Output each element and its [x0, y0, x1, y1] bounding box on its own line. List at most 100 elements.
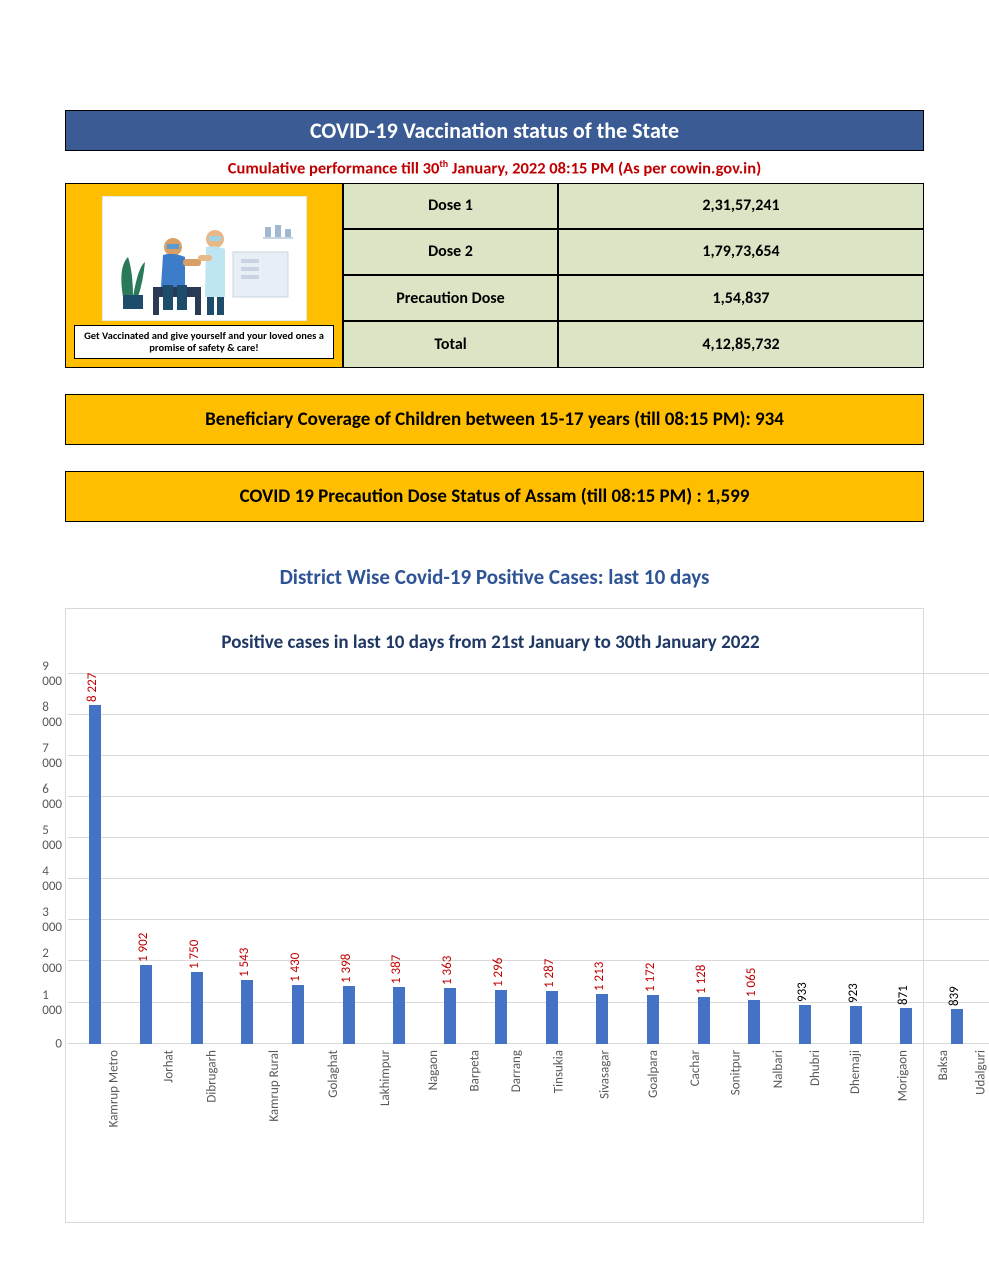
bar-value-label: 1 387: [389, 954, 404, 983]
y-tick-label: 0: [55, 1036, 62, 1051]
bar-column: 923: [830, 674, 881, 1044]
precaution-dose-banner: COVID 19 Precaution Dose Status of Assam…: [65, 471, 924, 522]
chart-bar: 1 387: [393, 987, 405, 1044]
x-tick-label: Golaghat: [304, 1050, 352, 1065]
dose-value: 1,79,73,654: [558, 229, 924, 275]
x-tick-label: Kamrup Metro: [70, 1050, 147, 1065]
bar-column: 933: [780, 674, 831, 1044]
district-chart-card: Positive cases in last 10 days from 21st…: [65, 608, 924, 1223]
bar-value-label: 933: [795, 983, 810, 1003]
table-row: Precaution Dose1,54,837: [343, 275, 924, 321]
vaccination-illustration: [102, 196, 307, 321]
x-tick-label: Sivasagar: [575, 1050, 624, 1065]
chart-bar: 1 065: [748, 1000, 760, 1044]
bar-column: 1 387: [374, 674, 425, 1044]
dose-value: 2,31,57,241: [558, 183, 924, 229]
bar-value-label: 1 172: [643, 963, 658, 992]
x-tick-label: Jorhat: [147, 1050, 180, 1065]
chart-area: 01 0002 0003 0004 0005 0006 0007 0008 00…: [68, 674, 913, 1204]
bar-column: 800: [982, 674, 989, 1044]
chart-bar: 1 172: [647, 995, 659, 1043]
dose-value: 4,12,85,732: [558, 321, 924, 367]
y-tick-label: 7 000: [42, 741, 62, 771]
bar-value-label: 1 430: [288, 953, 303, 982]
vaccination-rows: Dose 12,31,57,241Dose 21,79,73,654Precau…: [343, 183, 924, 368]
chart-bar: 839: [951, 1009, 963, 1043]
chart-bar: 1 902: [140, 965, 152, 1043]
bar-column: 1 213: [577, 674, 628, 1044]
x-tick-label: Goalpara: [624, 1050, 672, 1065]
chart-bar: 1 128: [698, 997, 710, 1043]
bar-value-label: 923: [846, 983, 861, 1003]
x-tick-label: Nagaon: [408, 1050, 448, 1065]
bar-value-label: 1 543: [237, 948, 252, 977]
bar-value-label: 1 398: [339, 954, 354, 983]
cumulative-subtitle: Cumulative performance till 30th January…: [65, 151, 924, 183]
bar-column: 1 902: [121, 674, 172, 1044]
dose-label: Dose 2: [343, 229, 558, 275]
chart-plot: 8 227 1 902 1 750 1 543 1 430 1 398 1 387 1 363…: [68, 674, 989, 1044]
chart-bar: 8 227: [89, 705, 101, 1043]
y-tick-label: 6 000: [42, 782, 62, 812]
chart-bar: 933: [799, 1005, 811, 1043]
dose-label: Dose 1: [343, 183, 558, 229]
district-section-title: District Wise Covid-19 Positive Cases: l…: [65, 564, 924, 590]
bar-value-label: 1 363: [440, 955, 455, 984]
y-tick-label: 4 000: [42, 864, 62, 894]
bar-column: 8 227: [70, 674, 121, 1044]
page-title-bar: COVID-19 Vaccination status of the State: [65, 110, 924, 151]
dose-label: Precaution Dose: [343, 275, 558, 321]
x-tick-label: Darrang: [490, 1050, 532, 1065]
bar-value-label: 839: [947, 986, 962, 1006]
chart-bar: 1 750: [191, 972, 203, 1044]
bar-column: 839: [932, 674, 983, 1044]
chart-bar: 871: [900, 1008, 912, 1044]
chart-bar: 1 398: [343, 986, 355, 1043]
chart-bar: 1 543: [241, 980, 253, 1043]
bar-column: 1 750: [171, 674, 222, 1044]
x-tick-label: Baksa: [923, 1050, 953, 1065]
vaccination-table: Get Vaccinated and give yourself and you…: [65, 183, 924, 368]
chart-bar: 923: [850, 1006, 862, 1044]
bar-value-label: 8 227: [85, 673, 100, 702]
bar-value-label: 1 213: [592, 961, 607, 990]
chart-bar: 1 363: [444, 988, 456, 1044]
y-tick-label: 3 000: [42, 905, 62, 935]
x-axis-labels: Kamrup MetroJorhatDibrugarhKamrup RuralG…: [68, 1044, 989, 1065]
x-tick-label: Tinsukia: [532, 1050, 575, 1065]
bar-column: 1 363: [425, 674, 476, 1044]
children-coverage-banner: Beneficiary Coverage of Children between…: [65, 394, 924, 445]
x-tick-label: Dhubri: [792, 1050, 828, 1065]
bar-value-label: 1 750: [187, 939, 202, 968]
bar-value-label: 871: [896, 985, 911, 1005]
bar-column: 1 398: [323, 674, 374, 1044]
bar-column: 1 172: [628, 674, 679, 1044]
x-tick-label: Udalguri: [953, 1050, 989, 1065]
bar-value-label: 1 287: [542, 958, 557, 987]
bar-value-label: 1 902: [136, 933, 151, 962]
y-tick-label: 9 000: [42, 659, 62, 689]
table-row: Dose 21,79,73,654: [343, 229, 924, 275]
x-tick-label: Dhemaji: [828, 1050, 872, 1065]
y-tick-label: 8 000: [42, 700, 62, 730]
chart-title: Positive cases in last 10 days from 21st…: [68, 631, 913, 654]
bar-value-label: 1 128: [694, 965, 709, 994]
x-tick-label: Nalbari: [754, 1050, 792, 1065]
x-tick-label: Sonitpur: [708, 1050, 753, 1065]
chart-bar: 1 430: [292, 985, 304, 1044]
table-row: Total4,12,85,732: [343, 321, 924, 367]
x-tick-label: Dibrugarh: [180, 1050, 233, 1065]
table-row: Dose 12,31,57,241: [343, 183, 924, 229]
bar-column: 1 065: [729, 674, 780, 1044]
bar-value-label: 1 065: [744, 968, 759, 997]
x-tick-label: Cachar: [672, 1050, 708, 1065]
bar-column: 1 287: [526, 674, 577, 1044]
x-tick-label: Lakhimpur: [352, 1050, 408, 1065]
bar-value-label: 1 296: [491, 958, 506, 987]
bar-column: 1 543: [222, 674, 273, 1044]
dose-label: Total: [343, 321, 558, 367]
x-tick-label: Barpeta: [449, 1050, 490, 1065]
bar-column: 1 128: [678, 674, 729, 1044]
y-tick-label: 2 000: [42, 946, 62, 976]
y-tick-label: 1 000: [42, 988, 62, 1018]
